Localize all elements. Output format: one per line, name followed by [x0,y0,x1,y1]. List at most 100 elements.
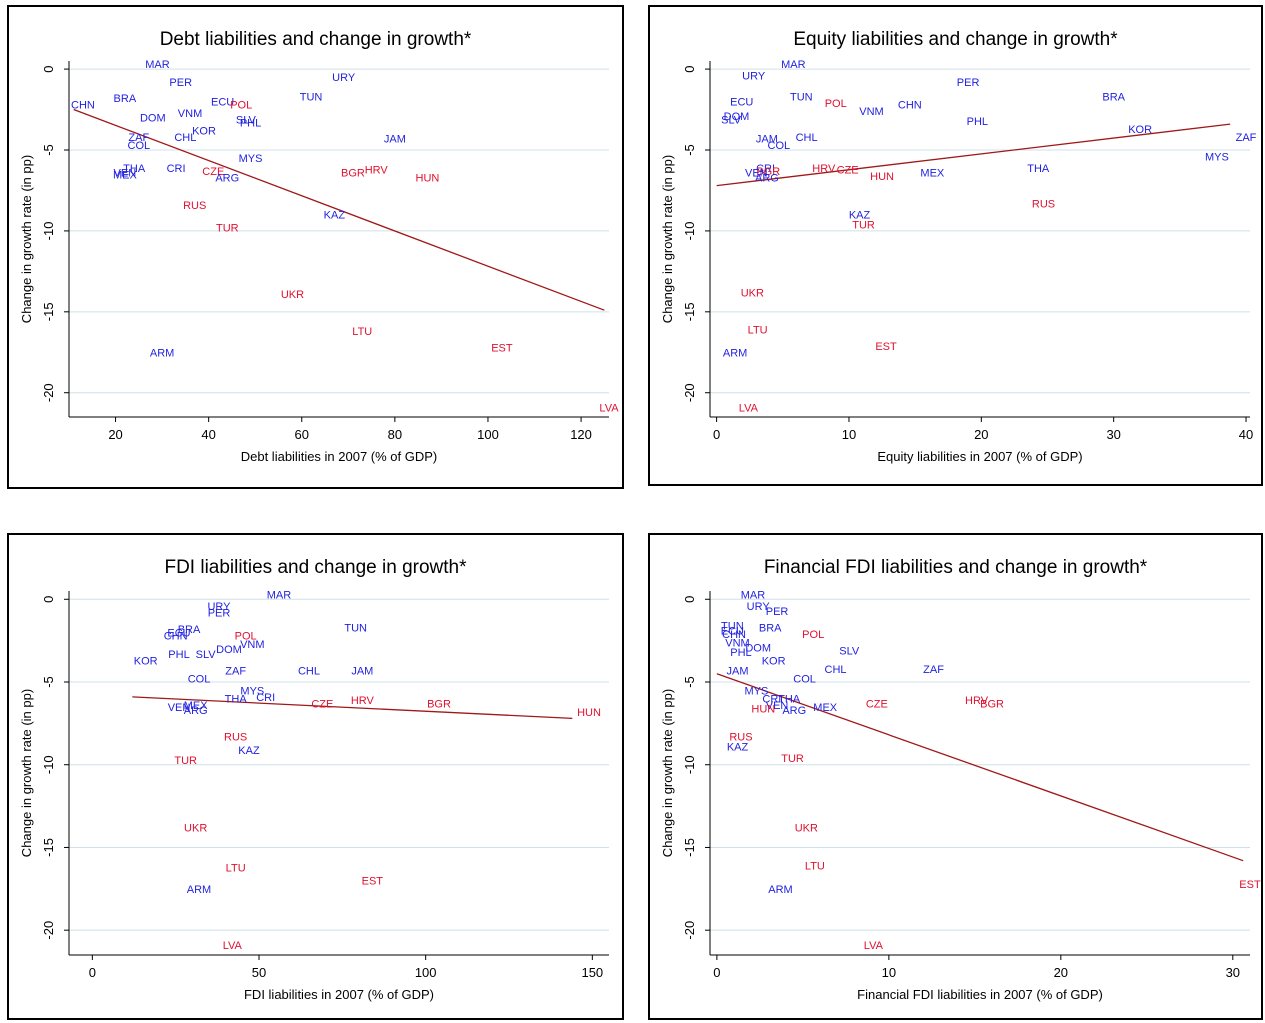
data-point-label: LTU [352,326,372,338]
data-point-label: CHN [722,629,746,641]
data-point-label: KOR [762,655,786,667]
chart-svg-fdi: FDI liabilities and change in growth* 0 -5… [19,557,609,1002]
y-tick-label: 0 [682,65,697,72]
data-point-label: THA [1027,163,1050,175]
data-point-label: CRI [762,694,781,706]
chart-svg-debt: Debt liabilities and change in growth* 0 -… [19,29,619,464]
y-tick-label: -5 [41,676,56,688]
x-tick-label: 0 [89,965,96,980]
data-point-label: CHN [71,100,95,112]
data-point-label: MEX [184,700,209,712]
data-point-label: ARM [150,347,174,359]
data-point-label: JAM [384,134,406,146]
data-point-label: EST [362,876,384,888]
data-point-label: HRV [812,163,836,175]
y-axis-title: Change in growth rate (in pp) [19,155,34,323]
data-point-label: UKR [184,823,207,835]
data-point-label: VEN [114,168,137,180]
data-point-label: CRI [167,163,186,175]
data-point-label: MAR [781,59,806,71]
data-point-label: HUN [751,703,775,715]
data-point-label: TUR [852,219,875,231]
data-point-label: PHL [168,649,189,661]
data-point-label: HUN [577,707,601,719]
data-point-label: TUN [344,622,367,634]
data-point-label: BGR [980,699,1004,711]
data-point-label: CHN [898,100,922,112]
data-point-label: MYS [240,685,264,697]
data-point-label: JAM [727,665,749,677]
data-point-label: HUN [870,171,894,183]
y-axis-title: Change in growth rate (in pp) [660,689,675,857]
data-point-label: HRV [965,695,989,707]
chart-panel-fdi: FDI liabilities and change in growth* 0 -5… [7,533,624,1020]
data-point-label: POL [825,98,847,110]
data-point-label: TUN [790,92,813,104]
data-point-label: MEX [813,702,838,714]
data-point-label: ECU [167,627,190,639]
x-tick-label: 0 [713,427,720,442]
data-point-label: EST [875,341,897,353]
data-point-label: MYS [1205,151,1229,163]
data-point-label: COL [793,674,816,686]
y-tick-label: -5 [682,676,697,688]
data-point-label: ZAF [128,132,149,144]
data-point-label: CZE [866,699,888,711]
data-point-label: ECU [730,96,753,108]
data-point-label: ZAF [225,665,246,677]
data-point-label: MAR [145,59,170,71]
data-point-label: KAZ [324,210,346,222]
data-point-label: KAZ [727,742,749,754]
data-point-label: KOR [134,655,158,667]
y-tick-label: 0 [682,596,697,603]
data-point-label: LVA [223,940,243,952]
data-point-label: TUR [216,223,239,235]
x-tick-label: 50 [252,965,266,980]
y-axis-title: Change in growth rate (in pp) [19,689,34,857]
data-point-label: HRV [365,164,389,176]
data-point-label: MEX [113,169,138,181]
data-point-label: ZAF [923,664,944,676]
data-point-label: SLV [236,114,257,126]
data-point-label: CZE [202,166,224,178]
data-point-label: ARG [755,173,779,185]
x-tick-label: 30 [1106,427,1120,442]
data-point-label: COL [188,674,211,686]
data-point-label: PHL [240,117,261,129]
data-point-label: BGR [756,166,780,178]
data-point-label: UKR [741,287,764,299]
y-tick-label: -5 [41,144,56,156]
data-point-label: LTU [805,861,825,873]
data-point-label: BGR [427,699,451,711]
y-tick-label: -5 [682,144,697,156]
data-point-label: LVA [864,940,884,952]
data-point-label: PER [169,77,192,89]
data-point-label: UKR [281,289,304,301]
y-tick-label: -15 [41,302,56,321]
data-point-label: CHL [298,665,320,677]
data-point-label: VEN [745,168,768,180]
data-point-label: DOM [140,113,166,125]
data-point-label: KAZ [849,210,871,222]
data-point-label: MAR [267,589,292,601]
y-tick-label: -20 [682,921,697,940]
data-point-label: COL [128,140,151,152]
data-point-label: EST [491,342,513,354]
y-tick-label: -20 [41,383,56,402]
fitted-line [716,123,1231,187]
x-tick-label: 40 [201,427,215,442]
data-point-label: CHL [825,664,847,676]
data-point-label: POL [230,100,252,112]
data-point-label: URY [747,601,771,613]
chart-panel-financial-fdi: Financial FDI liabilities and change in … [648,533,1263,1020]
data-point-label: KOR [192,126,216,138]
data-point-label: ARM [187,884,211,896]
data-point-label: ZAF [1236,132,1257,144]
data-point-label: HRV [351,695,375,707]
x-tick-label: 20 [974,427,988,442]
data-point-label: VNM [859,106,883,118]
x-tick-label: 150 [581,965,603,980]
data-point-label: VNM [725,637,749,649]
chart-title: Debt liabilities and change in growth* [160,29,472,50]
chart-title: FDI liabilities and change in growth* [164,557,467,578]
